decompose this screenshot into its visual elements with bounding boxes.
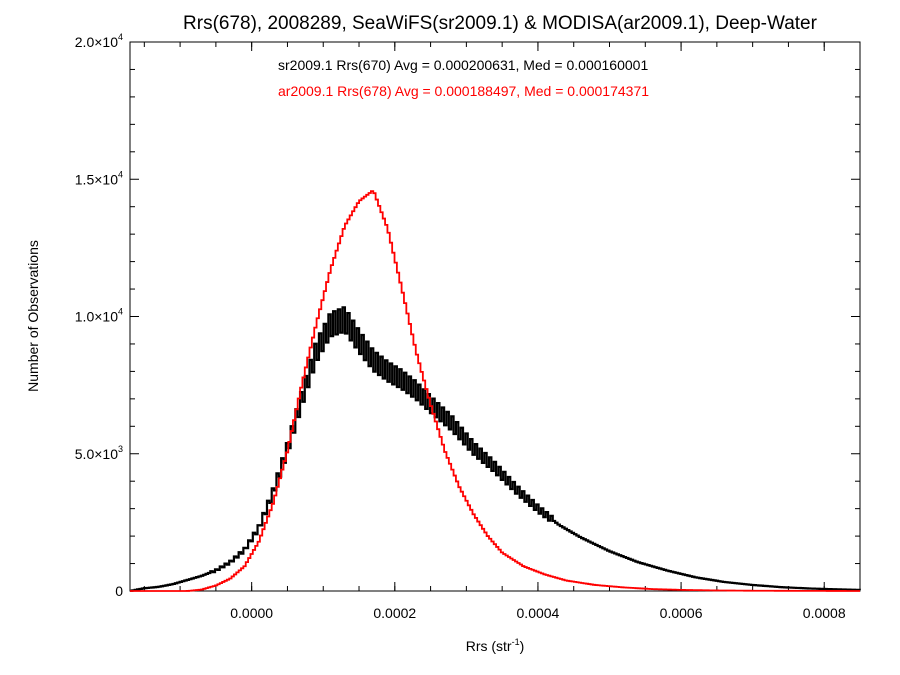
chart-title: Rrs(678), 2008289, SeaWiFS(sr2009.1) & M… <box>183 13 818 34</box>
black-series-annotation: sr2009.1 Rrs(670) Avg = 0.000200631, Med… <box>278 57 648 73</box>
x-tick-label: 0.0002 <box>373 605 416 621</box>
y-tick-label: 5.0×103 <box>75 444 123 462</box>
y-tick-labels: 0 5.0×103 1.0×104 1.5×104 2.0×104 <box>75 32 123 599</box>
y-tick-label: 1.5×104 <box>75 169 123 187</box>
sr2009-histogram-line <box>130 306 861 592</box>
x-tick-label: 0.0008 <box>803 605 846 621</box>
axis-ticks <box>130 41 861 592</box>
y-axis-label: Number of Observations <box>25 240 41 392</box>
y-tick-label: 2.0×104 <box>75 32 123 50</box>
plot-frame <box>129 41 861 592</box>
ar2009-histogram-line <box>130 190 860 592</box>
x-tick-label: 0.0006 <box>660 605 703 621</box>
y-tick-label: 0 <box>115 583 123 599</box>
x-tick-labels: 0.0000 0.0002 0.0004 0.0006 0.0008 <box>230 605 846 621</box>
x-axis-label: Rrs (str-1) <box>466 637 525 654</box>
x-axis-label-superscript: -1 <box>512 637 520 647</box>
y-tick-label: 1.0×104 <box>75 307 123 325</box>
x-tick-label: 0.0004 <box>517 605 560 621</box>
x-tick-label: 0.0000 <box>230 605 273 621</box>
series-layer <box>130 190 861 592</box>
red-series-annotation: ar2009.1 Rrs(678) Avg = 0.000188497, Med… <box>278 83 649 99</box>
